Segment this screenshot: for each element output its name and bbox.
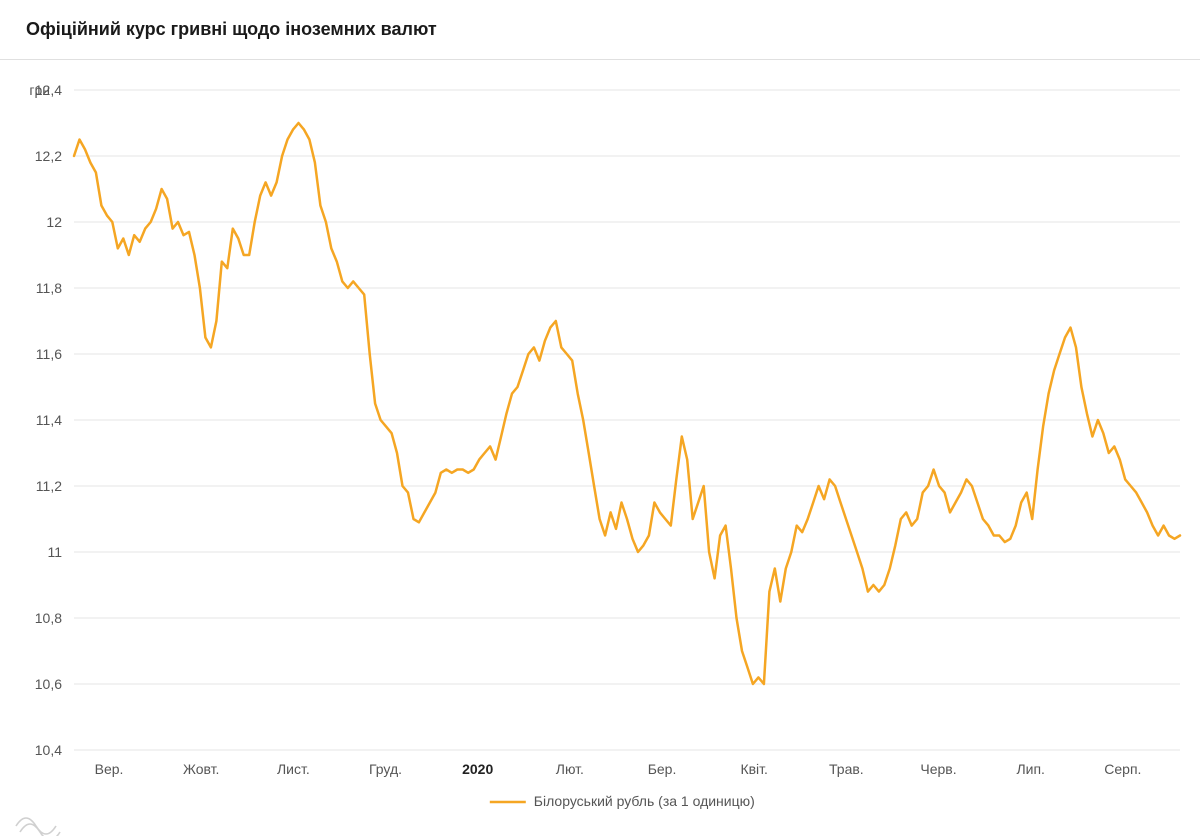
x-tick-label: Трав. — [829, 761, 864, 777]
y-tick-label: 12,2 — [35, 148, 62, 164]
x-tick-label: Бер. — [648, 761, 677, 777]
page: Офіційний курс гривні щодо іноземних вал… — [0, 0, 1200, 836]
chart-svg: грн10,410,610,81111,211,411,611,81212,21… — [0, 60, 1200, 836]
x-tick-label: Лют. — [556, 761, 584, 777]
x-tick-label: Квіт. — [740, 761, 767, 777]
legend-label: Білоруський рубль (за 1 одиницю) — [534, 793, 755, 809]
y-tick-label: 12,4 — [35, 82, 62, 98]
x-tick-label: Серп. — [1104, 761, 1141, 777]
x-tick-label: Жовт. — [183, 761, 219, 777]
chart-area: грн10,410,610,81111,211,411,611,81212,21… — [0, 60, 1200, 836]
y-tick-label: 11,2 — [36, 478, 62, 494]
series-line — [74, 123, 1180, 684]
y-tick-label: 10,8 — [35, 610, 62, 626]
y-tick-label: 11 — [47, 544, 62, 560]
x-tick-label: Лист. — [277, 761, 310, 777]
title-bar: Офіційний курс гривні щодо іноземних вал… — [0, 0, 1200, 60]
x-tick-label: 2020 — [462, 761, 493, 777]
x-tick-label: Груд. — [369, 761, 402, 777]
y-tick-label: 11,8 — [36, 280, 62, 296]
x-tick-label: Вер. — [95, 761, 124, 777]
y-tick-label: 11,4 — [36, 412, 62, 428]
x-tick-label: Лип. — [1016, 761, 1044, 777]
y-tick-label: 12 — [46, 214, 62, 230]
y-tick-label: 11,6 — [36, 346, 62, 362]
chart-title: Офіційний курс гривні щодо іноземних вал… — [26, 19, 437, 40]
y-tick-label: 10,6 — [35, 676, 62, 692]
y-tick-label: 10,4 — [35, 742, 62, 758]
x-tick-label: Черв. — [920, 761, 956, 777]
